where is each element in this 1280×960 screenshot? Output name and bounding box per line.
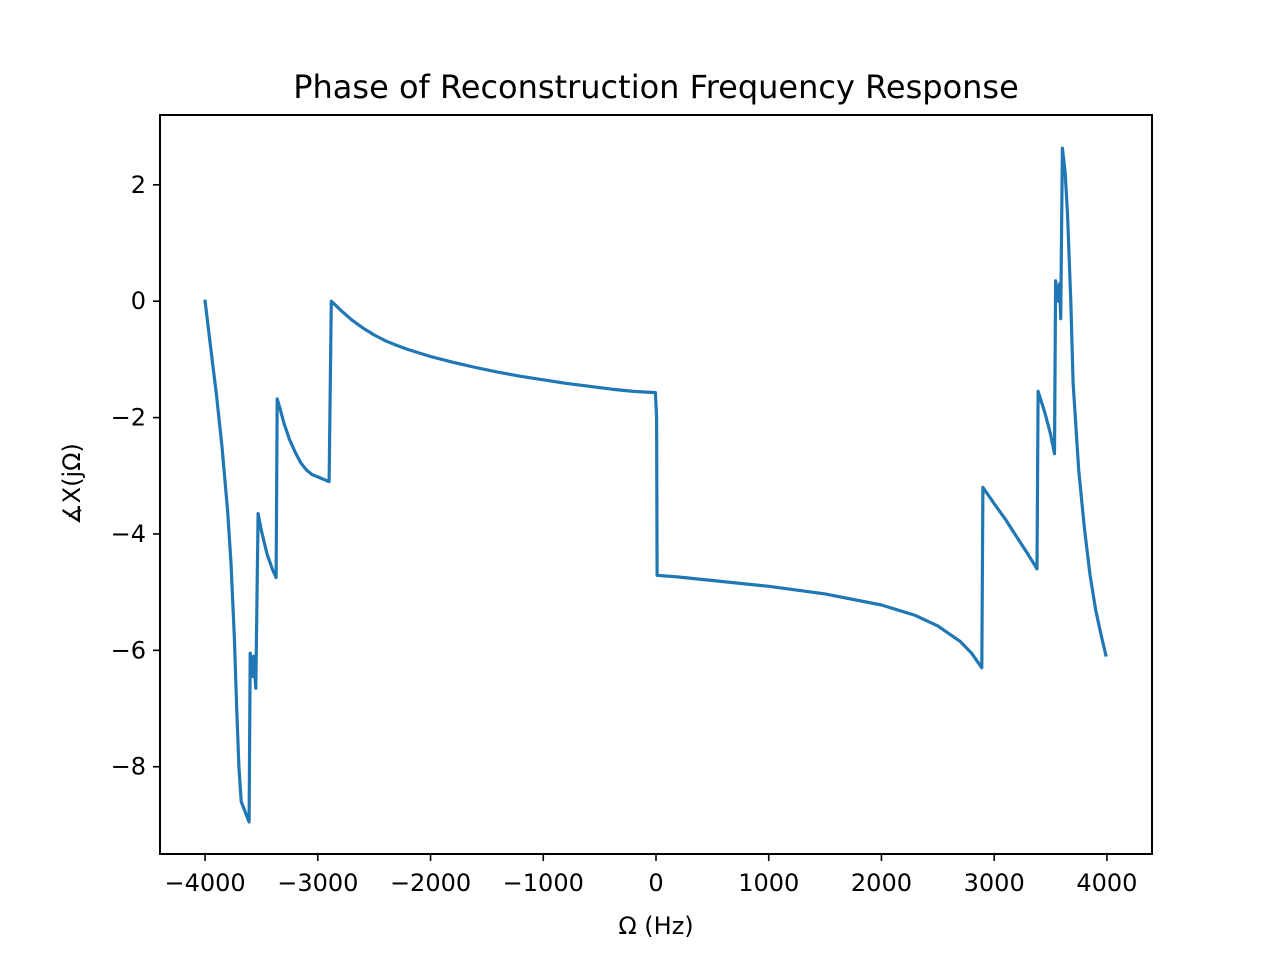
x-tick-label: 1000	[738, 869, 799, 897]
x-tick-label: 0	[648, 869, 663, 897]
x-tick-label: 4000	[1076, 869, 1137, 897]
plot-area-frame	[159, 114, 1153, 855]
x-tick-label: −1000	[503, 869, 584, 897]
y-tick-label: −8	[111, 753, 146, 781]
phase-series-line	[203, 146, 1108, 824]
y-tick-label: 0	[131, 287, 146, 315]
x-tick-label: 3000	[964, 869, 1025, 897]
y-tick-label: 2	[131, 171, 146, 199]
y-axis-label: ∡X(jΩ)	[58, 443, 86, 525]
x-tick-label: 2000	[851, 869, 912, 897]
x-tick-label: −2000	[390, 869, 471, 897]
y-tick-label: −6	[111, 636, 146, 664]
axis-ticks: −4000 −3000 −2000 −1000 0 1000 2000 3000 4000 2 0 −…	[111, 171, 1138, 897]
chart-title: Phase of Reconstruction Frequency Respon…	[293, 68, 1019, 106]
x-axis-label: Ω (Hz)	[618, 912, 693, 940]
x-tick-label: −4000	[164, 869, 245, 897]
series-layer	[203, 146, 1108, 824]
y-tick-label: −4	[111, 520, 146, 548]
x-tick-label: −3000	[277, 869, 358, 897]
y-tick-label: −2	[111, 404, 146, 432]
